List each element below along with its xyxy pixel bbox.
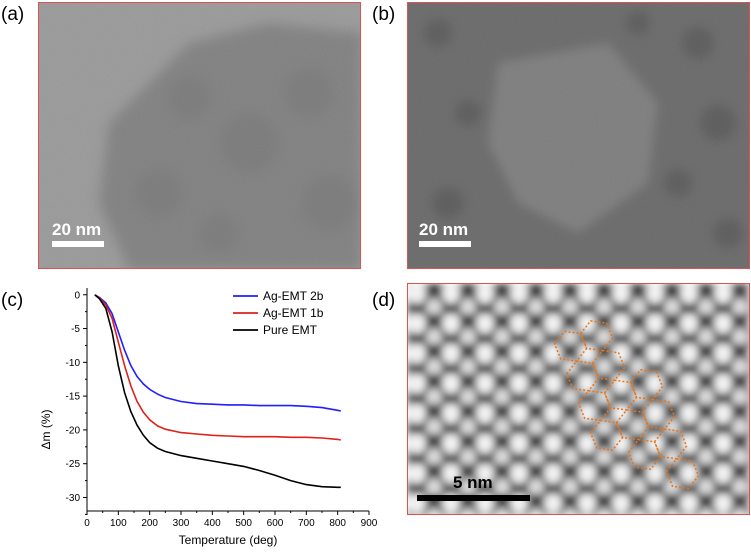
x-tick-label: 800 [329,518,346,529]
y-tick-label: -10 [66,358,81,369]
panel-label-d: (d) [372,290,396,311]
legend-label-1: Ag-EMT 1b [263,306,324,320]
x-tick-label: 500 [235,518,252,529]
legend-label-2: Pure EMT [263,323,318,337]
series-line-1 [94,294,341,441]
x-tick-label: 400 [204,518,221,529]
y-tick-label: -30 [66,493,81,504]
x-tick-label: 700 [298,518,315,529]
tem-texture-a [39,3,360,268]
panel-label-c: (c) [1,290,24,311]
scale-bar-d [417,495,530,501]
y-tick-label: -25 [66,459,81,470]
panel-label-a: (a) [1,4,25,25]
series-line-2 [94,294,341,489]
x-tick-label: 200 [141,518,158,529]
series-line-0 [94,294,341,412]
hrtem-lattice-d [408,284,749,514]
x-tick-label: 100 [110,518,127,529]
tga-chart: 0 100 200 300 400 500 600 700 800 900 0 -5 -10 -15 -20… [40,288,378,547]
tem-texture-b [408,3,749,268]
x-tick-label: 900 [361,518,378,529]
hexagon-overlay [553,320,700,490]
tem-image-a: 20 nm [38,2,361,269]
x-tick-label: 0 [84,518,90,529]
scale-label-a: 20 nm [52,220,102,239]
y-tick-label: -20 [66,425,81,436]
y-tick-label: 0 [74,290,80,301]
x-tick-label: 600 [267,518,284,529]
scale-label-d: 5 nm [453,473,493,492]
panel-label-b: (b) [372,4,396,25]
scale-bar-a [52,241,104,247]
legend-label-0: Ag-EMT 2b [263,289,324,303]
scale-label-b: 20 nm [419,220,469,239]
y-tick-label: -15 [66,392,81,403]
scale-bar-b [419,241,471,247]
x-axis-label: Temperature (deg) [179,533,278,547]
x-tick-label: 300 [173,518,190,529]
y-tick-label: -5 [71,324,80,335]
tem-image-b: 20 nm [407,2,750,269]
hrtem-image-d: 5 nm [407,283,750,515]
y-axis-label: Δm (%) [40,409,53,449]
